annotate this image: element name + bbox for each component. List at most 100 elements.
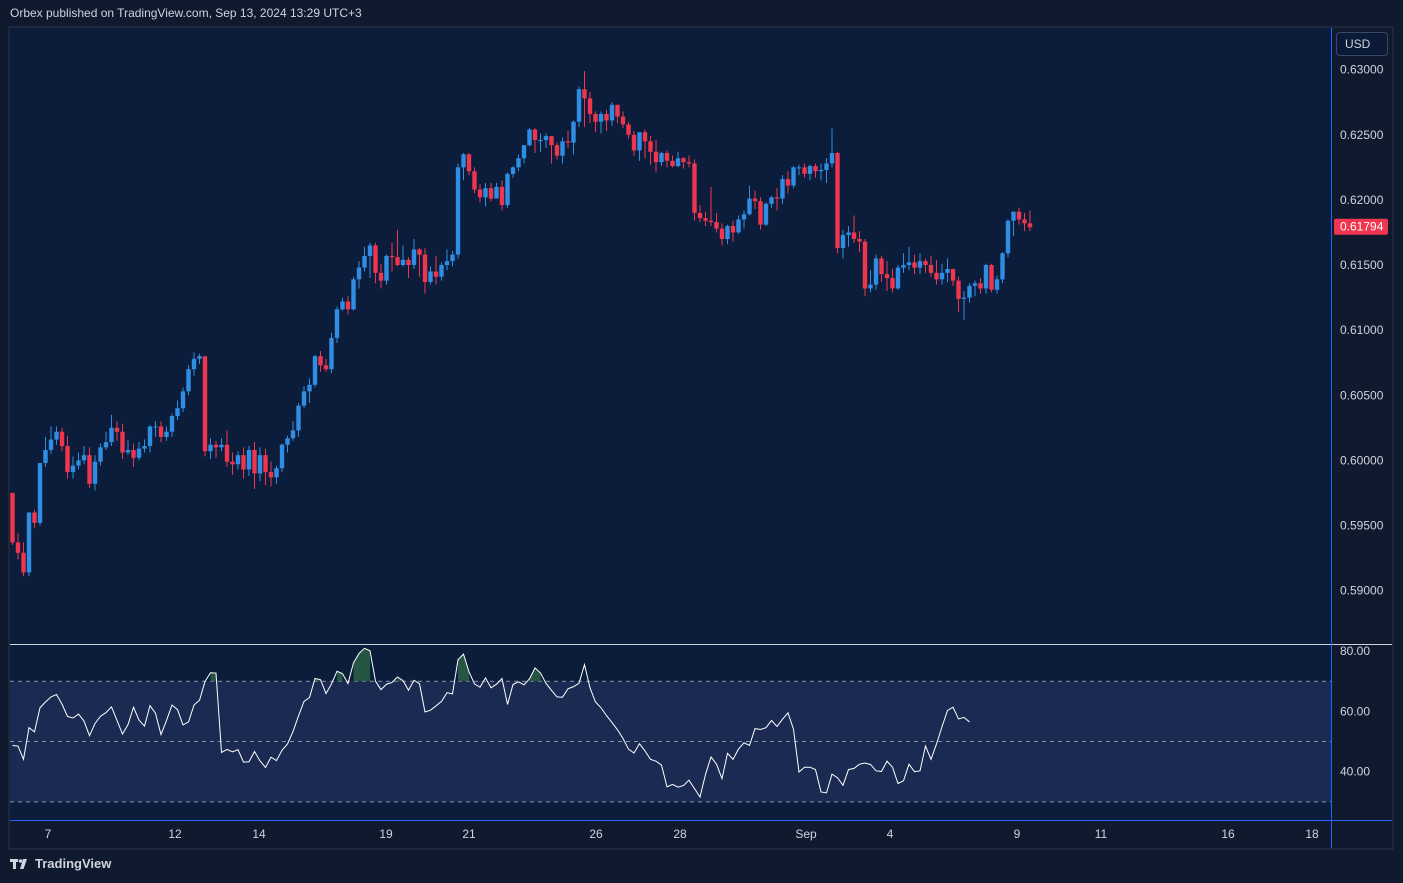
candle-body (824, 163, 829, 170)
candle-body (604, 113, 609, 121)
candle-body (180, 391, 186, 409)
candle (571, 120, 576, 155)
candle (664, 150, 670, 168)
candle-body (994, 279, 1000, 290)
candle-body (571, 121, 576, 143)
candle-body (81, 455, 87, 461)
candle (274, 465, 279, 484)
candle (648, 136, 653, 165)
candle-body (202, 356, 208, 452)
candle (642, 129, 648, 159)
candle-body (670, 160, 675, 167)
candle (510, 166, 516, 178)
candle (598, 111, 604, 134)
candle (604, 110, 609, 131)
candle (631, 130, 637, 156)
candle (785, 171, 791, 194)
candle (686, 155, 692, 168)
time-tick-label: 9 (1014, 827, 1021, 841)
candle (70, 456, 76, 479)
candle (26, 512, 32, 577)
candle-body (400, 259, 406, 266)
candle-body (131, 449, 136, 458)
candle-body (741, 214, 747, 220)
candle (142, 439, 147, 453)
footer-brand[interactable]: TradingView (10, 856, 111, 871)
candle (499, 180, 505, 211)
candle (714, 212, 719, 233)
candle-body (637, 132, 642, 151)
time-tick-label: 16 (1221, 827, 1235, 841)
candle-body (406, 259, 411, 266)
candle (879, 255, 884, 282)
candle (202, 356, 208, 457)
candle (76, 452, 81, 470)
candle-body (521, 145, 527, 159)
candle-body (59, 431, 65, 447)
candle (158, 421, 164, 443)
candle-body (873, 258, 879, 285)
candle (769, 196, 774, 208)
candle (169, 413, 175, 437)
time-tick-label: 28 (673, 827, 687, 841)
candle (653, 140, 659, 173)
candle-body (488, 188, 494, 199)
candle (241, 447, 246, 479)
candle-body (197, 356, 202, 359)
candle (197, 353, 202, 364)
candle-body (807, 166, 813, 174)
candle-body (450, 254, 455, 262)
price-tick-label: 0.62500 (1340, 128, 1384, 142)
candle (939, 263, 945, 285)
price-tick-label: 0.59000 (1340, 584, 1384, 598)
candle-body (296, 405, 301, 431)
candle-body (664, 153, 670, 161)
candle (758, 197, 763, 230)
candle (681, 156, 686, 169)
candle-body (1016, 211, 1022, 220)
candle-body (945, 268, 950, 273)
candle-body (752, 198, 758, 202)
candle (840, 229, 846, 259)
candle-body (527, 129, 532, 146)
candle (659, 151, 664, 167)
candle-body (120, 431, 125, 453)
candle (433, 255, 439, 285)
candle (136, 442, 142, 461)
candle (516, 154, 521, 172)
candle (87, 447, 92, 488)
candle-body (934, 272, 939, 280)
candle (780, 175, 785, 204)
candle-body (499, 186, 505, 206)
candle (868, 270, 873, 293)
candle (741, 210, 747, 229)
candle (824, 158, 829, 183)
candle-body (164, 431, 169, 437)
candle (961, 291, 967, 320)
candle-body (356, 267, 362, 280)
candle (54, 426, 59, 445)
rsi-tick-label: 80.00 (1340, 644, 1370, 658)
candle (268, 461, 274, 487)
candle-body (835, 153, 840, 249)
candle (752, 190, 758, 210)
rsi-overbought-fill (210, 672, 216, 682)
candle (477, 184, 483, 203)
candle (219, 438, 224, 452)
candle-body (928, 265, 934, 273)
candle (615, 104, 620, 124)
candle (873, 254, 879, 290)
candle-body (648, 141, 653, 152)
candle (285, 435, 290, 453)
currency-button[interactable]: USD (1336, 32, 1388, 56)
candle (895, 265, 901, 290)
candle-body (433, 271, 439, 277)
candle (972, 280, 978, 297)
candle-body (389, 255, 395, 258)
candle (32, 509, 37, 529)
tradingview-logo-icon (10, 858, 27, 869)
price-tick-label: 0.59500 (1340, 518, 1384, 532)
candle-body (549, 136, 554, 146)
candle (549, 136, 554, 164)
